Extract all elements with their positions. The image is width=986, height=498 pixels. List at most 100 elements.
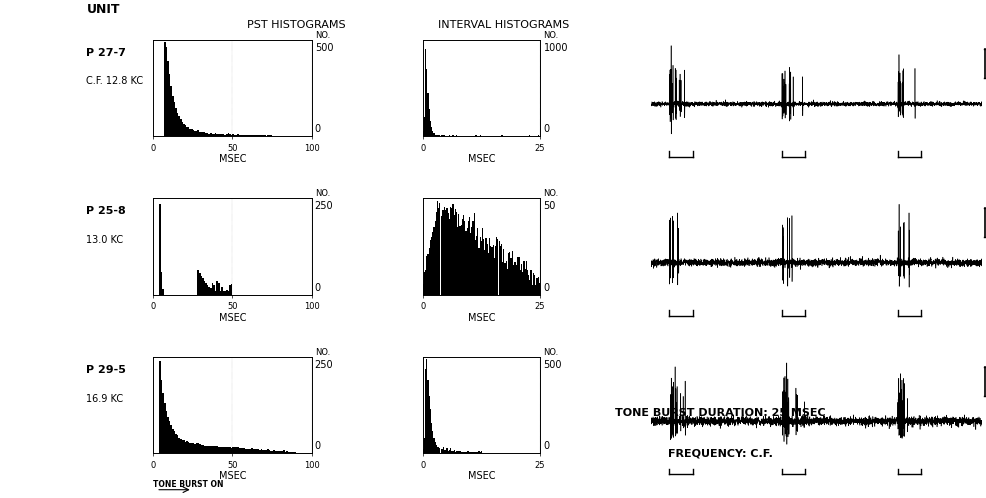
Text: NO.: NO. bbox=[543, 189, 558, 198]
Bar bbox=[215, 446, 216, 453]
Bar bbox=[475, 135, 476, 136]
Bar bbox=[163, 393, 164, 453]
Bar bbox=[179, 439, 181, 453]
Bar bbox=[246, 135, 247, 136]
Bar bbox=[514, 262, 515, 295]
Bar bbox=[456, 135, 457, 136]
Bar bbox=[506, 269, 508, 295]
Bar bbox=[425, 369, 426, 453]
Bar bbox=[202, 445, 203, 453]
Bar bbox=[428, 109, 429, 136]
Bar bbox=[236, 135, 237, 136]
Bar bbox=[444, 208, 445, 295]
Bar bbox=[485, 238, 486, 295]
Bar bbox=[245, 449, 246, 453]
Bar bbox=[192, 443, 194, 453]
Bar bbox=[224, 134, 226, 136]
Bar bbox=[197, 443, 199, 453]
Text: 500: 500 bbox=[315, 43, 333, 53]
Bar bbox=[219, 134, 221, 136]
Bar bbox=[437, 447, 438, 453]
Bar bbox=[178, 117, 179, 136]
Bar bbox=[174, 431, 175, 453]
Bar bbox=[239, 135, 240, 136]
Bar bbox=[166, 47, 167, 136]
Text: P 25-8: P 25-8 bbox=[87, 206, 126, 216]
Bar bbox=[460, 452, 461, 453]
Bar bbox=[271, 451, 273, 453]
Bar bbox=[189, 443, 191, 453]
Bar bbox=[242, 449, 244, 453]
Bar bbox=[472, 221, 473, 295]
Bar bbox=[511, 251, 512, 295]
Bar bbox=[457, 227, 458, 295]
Bar bbox=[466, 229, 467, 295]
Bar bbox=[532, 273, 533, 295]
Bar bbox=[537, 135, 538, 136]
Bar bbox=[510, 258, 511, 295]
Bar bbox=[219, 447, 221, 453]
Bar bbox=[469, 233, 470, 295]
Bar bbox=[467, 451, 468, 453]
Bar bbox=[523, 261, 524, 295]
Bar bbox=[496, 237, 497, 295]
Bar bbox=[474, 240, 475, 295]
Bar bbox=[537, 277, 538, 295]
Bar bbox=[433, 438, 434, 453]
Bar bbox=[479, 452, 480, 453]
Bar bbox=[475, 452, 476, 453]
Bar bbox=[203, 132, 205, 136]
Bar bbox=[263, 450, 265, 453]
Bar bbox=[257, 449, 259, 453]
Text: 13.0 KC: 13.0 KC bbox=[87, 235, 123, 245]
X-axis label: MSEC: MSEC bbox=[467, 313, 495, 323]
Bar bbox=[442, 449, 443, 453]
Bar bbox=[430, 121, 431, 136]
Bar bbox=[515, 262, 516, 295]
Bar bbox=[216, 446, 218, 453]
Bar bbox=[210, 133, 211, 136]
Bar bbox=[526, 261, 527, 295]
Bar bbox=[159, 204, 161, 295]
Bar bbox=[252, 449, 254, 453]
Bar bbox=[192, 130, 194, 136]
Bar bbox=[167, 417, 169, 453]
Bar bbox=[438, 135, 439, 136]
Bar bbox=[475, 236, 476, 295]
Bar bbox=[184, 124, 186, 136]
Bar bbox=[213, 285, 215, 295]
Text: FREQUENCY: C.F.: FREQUENCY: C.F. bbox=[668, 448, 772, 458]
Bar bbox=[239, 448, 240, 453]
Bar bbox=[163, 289, 164, 295]
Bar bbox=[452, 451, 453, 453]
Bar bbox=[218, 447, 219, 453]
Bar bbox=[263, 135, 265, 136]
Bar bbox=[184, 442, 186, 453]
Bar bbox=[528, 280, 529, 295]
Bar bbox=[223, 447, 224, 453]
Bar bbox=[443, 135, 444, 136]
Bar bbox=[461, 452, 462, 453]
Bar bbox=[197, 269, 199, 295]
X-axis label: MSEC: MSEC bbox=[218, 313, 246, 323]
Bar bbox=[479, 135, 480, 136]
Bar bbox=[468, 452, 469, 453]
Bar bbox=[450, 207, 451, 295]
Text: 0: 0 bbox=[315, 441, 320, 451]
Bar bbox=[427, 379, 428, 453]
Bar bbox=[430, 409, 431, 453]
Bar bbox=[247, 449, 249, 453]
Bar bbox=[461, 219, 462, 295]
Bar bbox=[457, 451, 458, 453]
Bar bbox=[436, 212, 437, 295]
Bar bbox=[524, 268, 526, 295]
Bar bbox=[200, 445, 202, 453]
Bar bbox=[486, 245, 487, 295]
Bar bbox=[205, 283, 207, 295]
Bar bbox=[478, 249, 479, 295]
Bar bbox=[244, 448, 245, 453]
Bar bbox=[499, 247, 500, 295]
Bar bbox=[454, 215, 455, 295]
Bar bbox=[460, 225, 461, 295]
Bar bbox=[223, 134, 224, 136]
